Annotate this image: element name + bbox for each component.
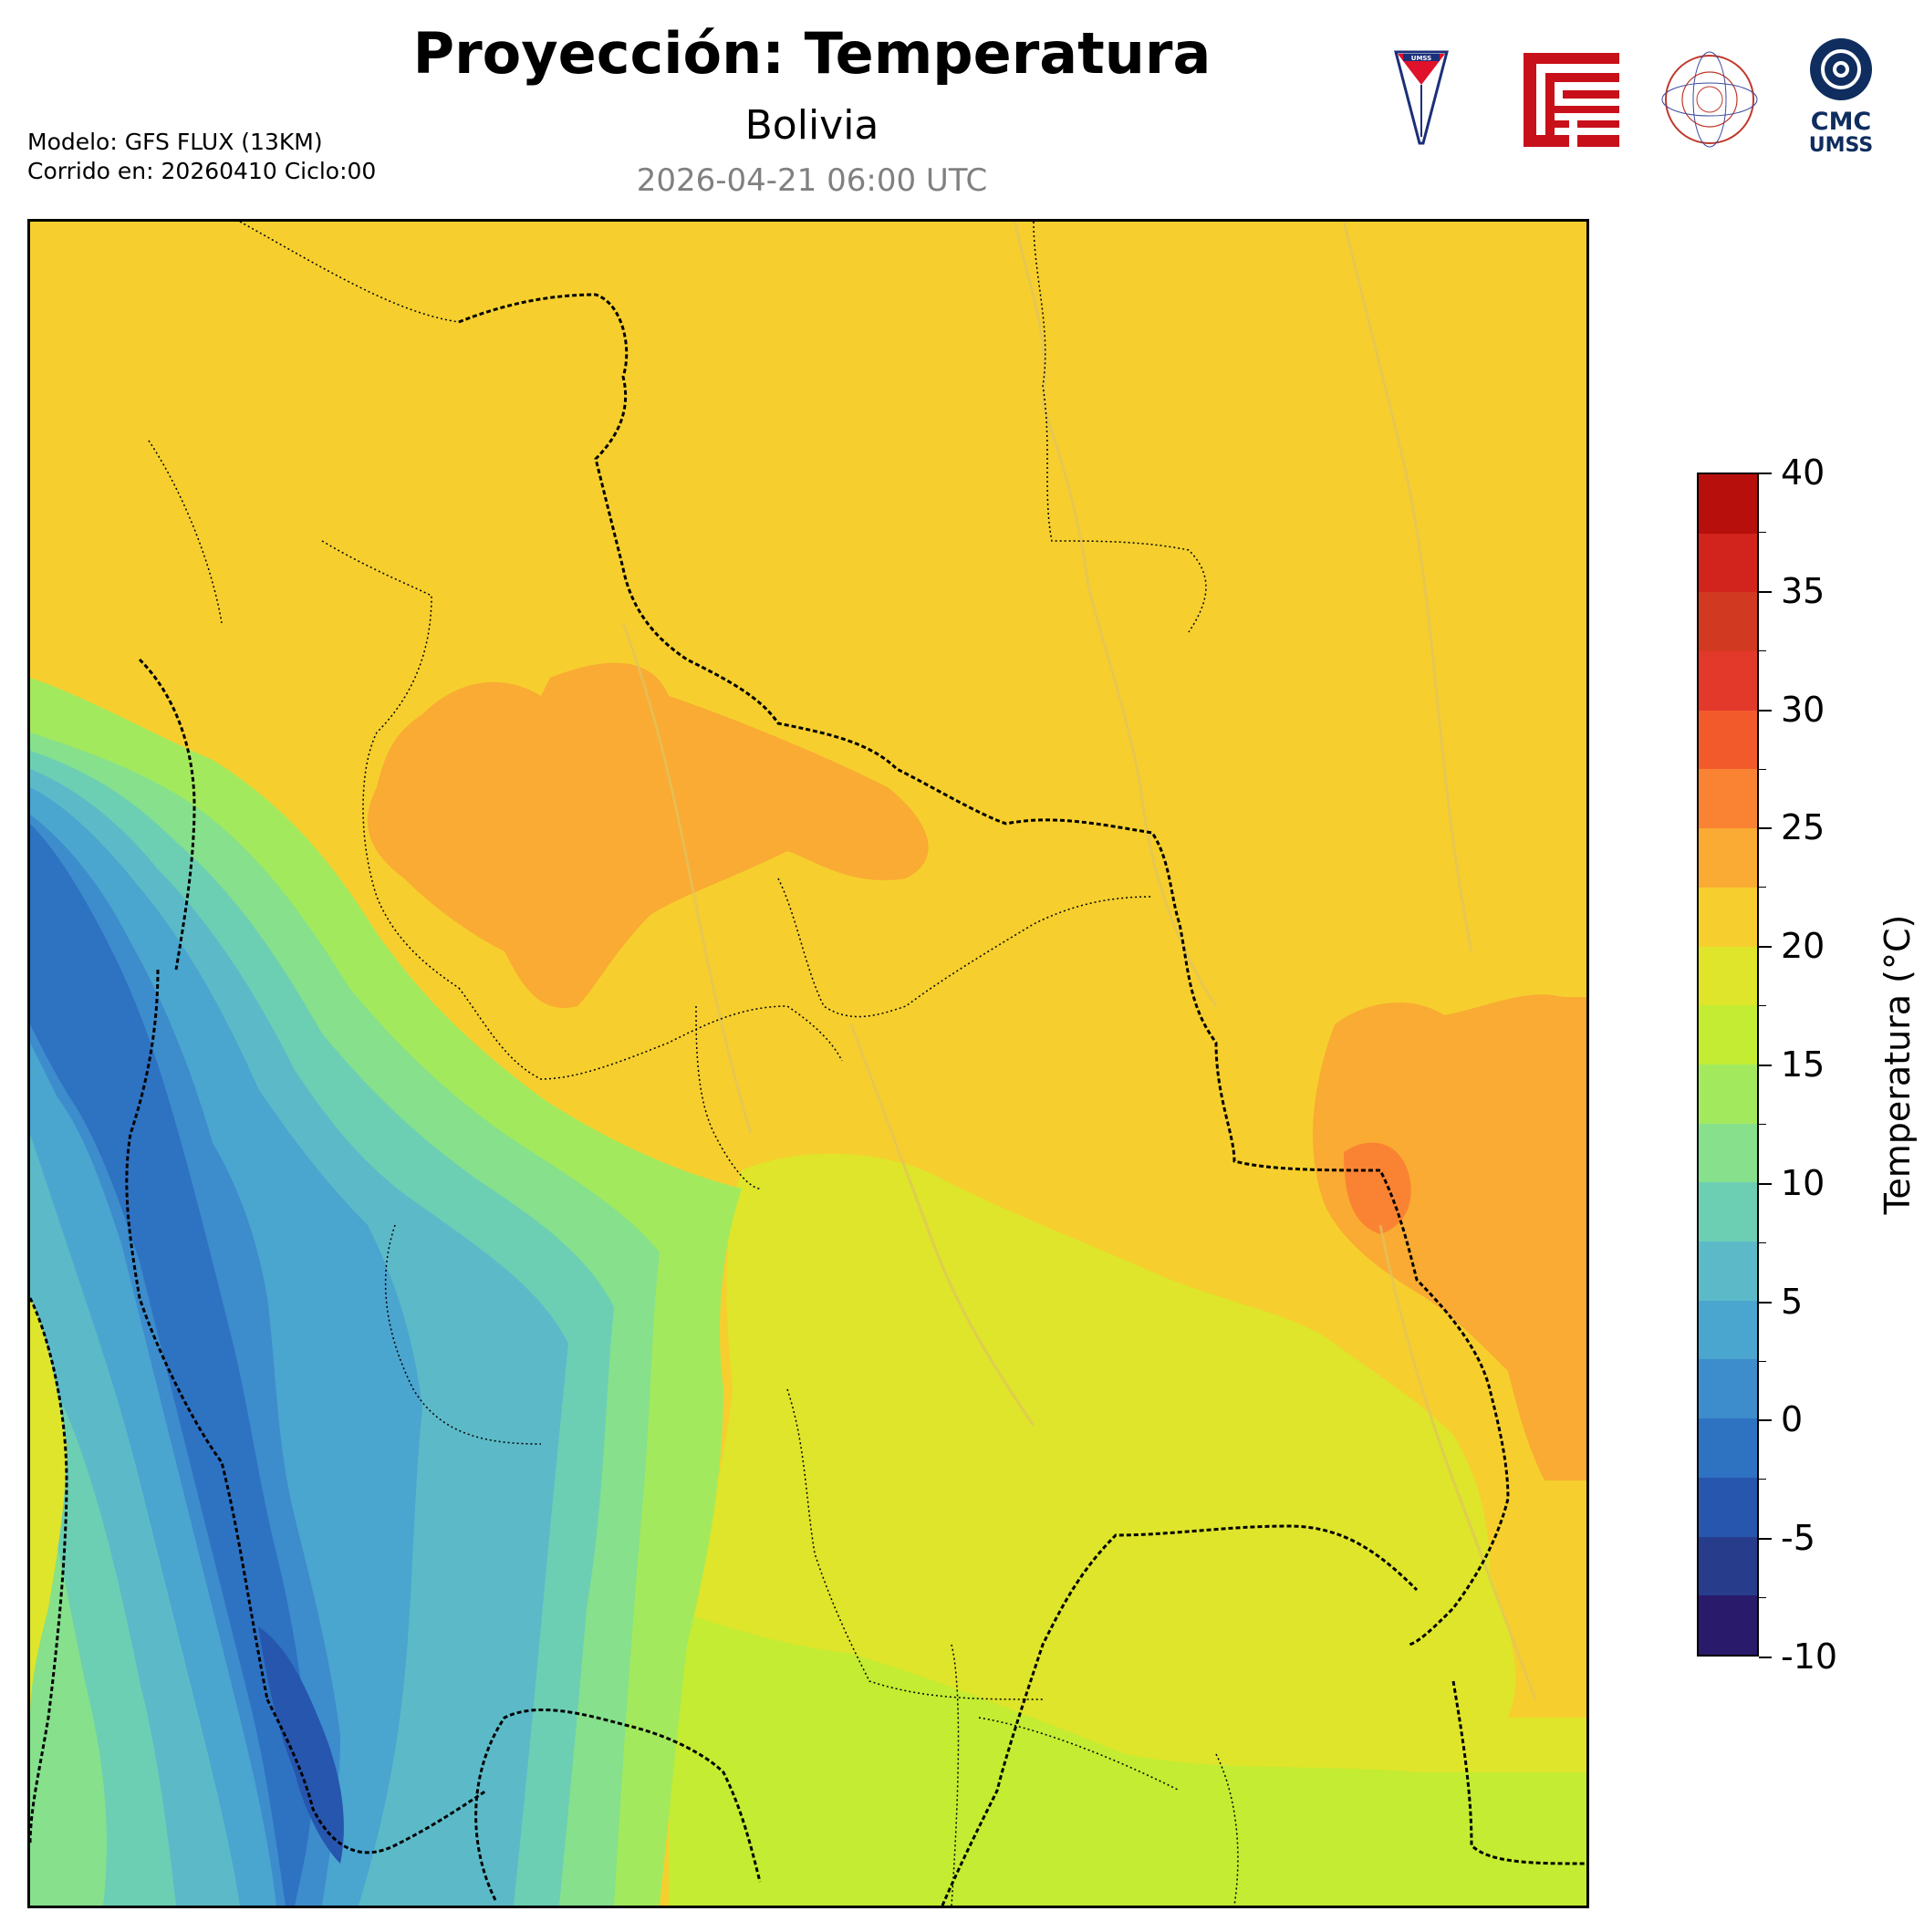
colorbar-major-tick bbox=[1759, 473, 1772, 474]
faculty-logo bbox=[1524, 53, 1619, 147]
zone-hottest-east bbox=[1344, 1142, 1411, 1234]
colorbar-tick-label: 30 bbox=[1781, 689, 1825, 730]
logos-bar: UMSS CMC UMSS bbox=[1387, 36, 1898, 160]
colorbar-segment bbox=[1699, 1123, 1757, 1183]
colorbar-tick-label: -10 bbox=[1781, 1636, 1838, 1677]
colorbar-major-tick bbox=[1759, 1301, 1772, 1304]
zone-lime-belt bbox=[669, 1608, 1586, 1906]
colorbar-minor-tick bbox=[1759, 887, 1766, 888]
colorbar-segment bbox=[1699, 592, 1757, 652]
colorbar-segment bbox=[1699, 710, 1757, 770]
department-borders bbox=[148, 222, 1239, 1906]
colorbar-segment bbox=[1699, 887, 1757, 947]
colorbar-major-tick bbox=[1759, 827, 1772, 830]
colorbar-major-tick bbox=[1759, 1182, 1772, 1185]
cmc-umss-logo: CMC UMSS bbox=[1809, 38, 1873, 157]
colorbar-segment bbox=[1699, 1241, 1757, 1301]
model-info: Modelo: GFS FLUX (13KM) Corrido en: 2026… bbox=[27, 128, 376, 186]
zone-cold bbox=[30, 824, 313, 1906]
colorbar-segment bbox=[1699, 473, 1757, 534]
colorbar-segment bbox=[1699, 1536, 1757, 1596]
colorbar-minor-tick bbox=[1759, 649, 1766, 651]
colorbar-segment bbox=[1699, 1359, 1757, 1419]
colorbar-minor-tick bbox=[1759, 1123, 1766, 1125]
colorbar-minor-tick bbox=[1759, 1241, 1766, 1243]
rivers bbox=[621, 222, 1537, 1700]
colorbar-tick-label: 25 bbox=[1781, 807, 1825, 848]
colorbar-segment bbox=[1699, 1477, 1757, 1537]
colorbar-segment bbox=[1699, 1182, 1757, 1242]
colorbar-ticks: -10 -5 0 5 10 15 20 25 30 35 40 bbox=[1759, 452, 1868, 1677]
colorbar-tick-label: 5 bbox=[1781, 1281, 1804, 1322]
colorbar-tick-label: 40 bbox=[1781, 452, 1825, 493]
colorbar-segment bbox=[1699, 828, 1757, 888]
zone-coast-yellow bbox=[30, 1298, 67, 1718]
cmc-logo-text: CMC bbox=[1811, 108, 1872, 136]
temperature-colorbar bbox=[1697, 473, 1759, 1657]
colorbar-major-tick bbox=[1759, 1657, 1772, 1658]
forecast-datetime: 2026-04-21 06:00 UTC bbox=[636, 162, 988, 199]
umss-logo-text: UMSS bbox=[1411, 55, 1431, 62]
colorbar-segment bbox=[1699, 533, 1757, 593]
physics-department-seal bbox=[1661, 51, 1758, 148]
temperature-field bbox=[30, 222, 1586, 1906]
colorbar-major-tick bbox=[1759, 709, 1772, 712]
colorbar-segment bbox=[1699, 1005, 1757, 1065]
colorbar-major-tick bbox=[1759, 590, 1772, 593]
colorbar-segment bbox=[1699, 1595, 1757, 1655]
map-canvas bbox=[30, 222, 1586, 1906]
colorbar-segment bbox=[1699, 1064, 1757, 1124]
map-subtitle: Bolivia bbox=[744, 102, 879, 149]
colorbar-tick-label: 0 bbox=[1781, 1399, 1804, 1440]
colorbar-tick-label: 15 bbox=[1781, 1044, 1825, 1085]
colorbar-minor-tick bbox=[1759, 1360, 1766, 1362]
colorbar-major-tick bbox=[1759, 1065, 1772, 1066]
colorbar-tick-label: -5 bbox=[1781, 1518, 1815, 1559]
colorbar-segment bbox=[1699, 769, 1757, 829]
temperature-map[interactable] bbox=[27, 219, 1589, 1908]
map-title: Proyección: Temperatura bbox=[412, 20, 1212, 87]
run-info: Corrido en: 20260410 Ciclo:00 bbox=[27, 158, 377, 184]
zone-hot-east bbox=[1313, 994, 1586, 1480]
colorbar-tick-label: 20 bbox=[1781, 926, 1825, 967]
model-name: Modelo: GFS FLUX (13KM) bbox=[27, 129, 323, 155]
colorbar-tick-label: 10 bbox=[1781, 1162, 1825, 1203]
colorbar-segment bbox=[1699, 1300, 1757, 1360]
colorbar-minor-tick bbox=[1759, 768, 1766, 770]
colorbar-segment bbox=[1699, 1418, 1757, 1478]
colorbar-minor-tick bbox=[1759, 1005, 1766, 1007]
colorbar-major-tick bbox=[1759, 946, 1772, 949]
zone-coldest bbox=[258, 1626, 344, 1864]
colorbar-segment bbox=[1699, 946, 1757, 1006]
colorbar-major-tick bbox=[1759, 1419, 1772, 1422]
colorbar-label: Temperatura (°C) bbox=[1877, 914, 1918, 1215]
colorbar-minor-tick bbox=[1759, 531, 1766, 533]
colorbar-segment bbox=[1699, 651, 1757, 711]
zone-hot-north bbox=[368, 662, 929, 1008]
umss-logo: UMSS bbox=[1394, 50, 1449, 145]
colorbar-tick-label: 35 bbox=[1781, 570, 1825, 611]
cmc-logo-subtext: UMSS bbox=[1809, 134, 1873, 157]
colorbar-minor-tick bbox=[1759, 1597, 1766, 1599]
national-borders bbox=[30, 293, 1586, 1906]
colorbar-major-tick bbox=[1759, 1538, 1772, 1541]
colorbar-minor-tick bbox=[1759, 1479, 1766, 1480]
